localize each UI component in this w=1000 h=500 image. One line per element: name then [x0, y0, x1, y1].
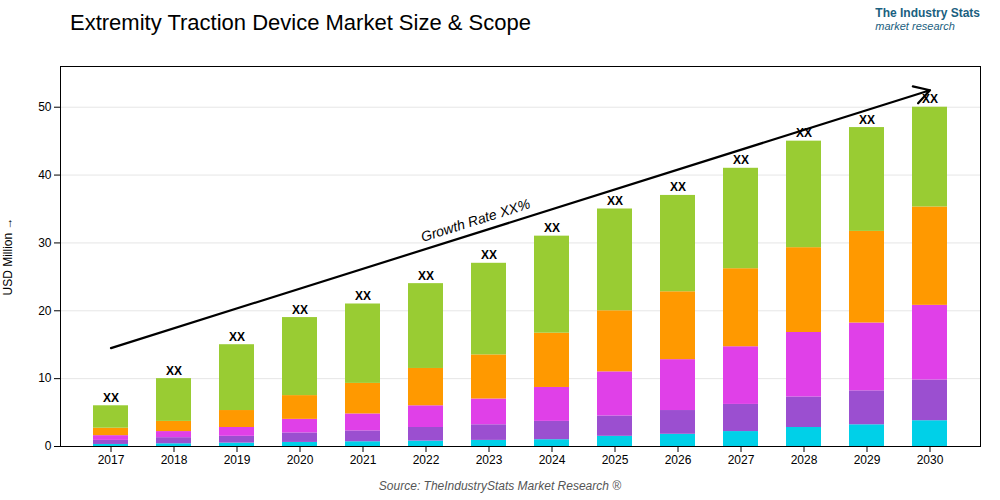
- svg-text:2017: 2017: [98, 453, 125, 467]
- svg-text:XX: XX: [292, 303, 308, 317]
- svg-text:2018: 2018: [161, 453, 188, 467]
- svg-text:XX: XX: [607, 194, 623, 208]
- svg-text:XX: XX: [103, 391, 119, 405]
- svg-text:10: 10: [38, 371, 52, 385]
- svg-text:XX: XX: [229, 330, 245, 344]
- html-text:Extremity Traction Device Mark: Extremity Traction Device Market Size & …: [70, 10, 531, 35]
- svg-text:XX: XX: [796, 126, 812, 141]
- svg-text:XX: XX: [733, 153, 749, 167]
- svg-text:2022: 2022: [413, 453, 440, 467]
- svg-text:XX: XX: [859, 113, 875, 127]
- svg-text:50: 50: [38, 100, 52, 114]
- svg-text:20: 20: [38, 304, 52, 318]
- svg-text:40: 40: [38, 168, 52, 182]
- svg-text:2019: 2019: [224, 453, 251, 467]
- svg-text:2024: 2024: [539, 453, 566, 467]
- svg-text:2020: 2020: [287, 453, 314, 467]
- svg-text:2026: 2026: [665, 453, 692, 467]
- svg-text:2021: 2021: [350, 453, 377, 467]
- html-text:Source: TheIndustryStats Marke: Source: TheIndustryStats Market Research…: [378, 479, 622, 493]
- svg-text:Growth Rate XX%: Growth Rate XX%: [419, 195, 532, 244]
- svg-text:XX: XX: [418, 269, 434, 283]
- svg-text:0: 0: [45, 439, 52, 453]
- svg-text:XX: XX: [670, 180, 686, 194]
- html-text:market research: market research: [875, 20, 955, 32]
- svg-text:XX: XX: [481, 248, 497, 262]
- svg-text:2025: 2025: [602, 453, 629, 467]
- svg-text:XX: XX: [355, 289, 371, 303]
- svg-text:XX: XX: [166, 364, 182, 378]
- svg-text:2027: 2027: [728, 453, 755, 467]
- svg-text:XX: XX: [544, 221, 560, 235]
- svg-text:2029: 2029: [854, 453, 881, 467]
- svg-text:30: 30: [38, 236, 52, 250]
- svg-text:2023: 2023: [476, 453, 503, 467]
- html-text:The Industry Stats: The Industry Stats: [875, 6, 980, 20]
- svg-text:XX: XX: [922, 92, 938, 106]
- svg-text:USD Million →: USD Million →: [1, 217, 15, 295]
- svg-text:2028: 2028: [791, 453, 818, 467]
- svg-text:2030: 2030: [917, 453, 944, 467]
